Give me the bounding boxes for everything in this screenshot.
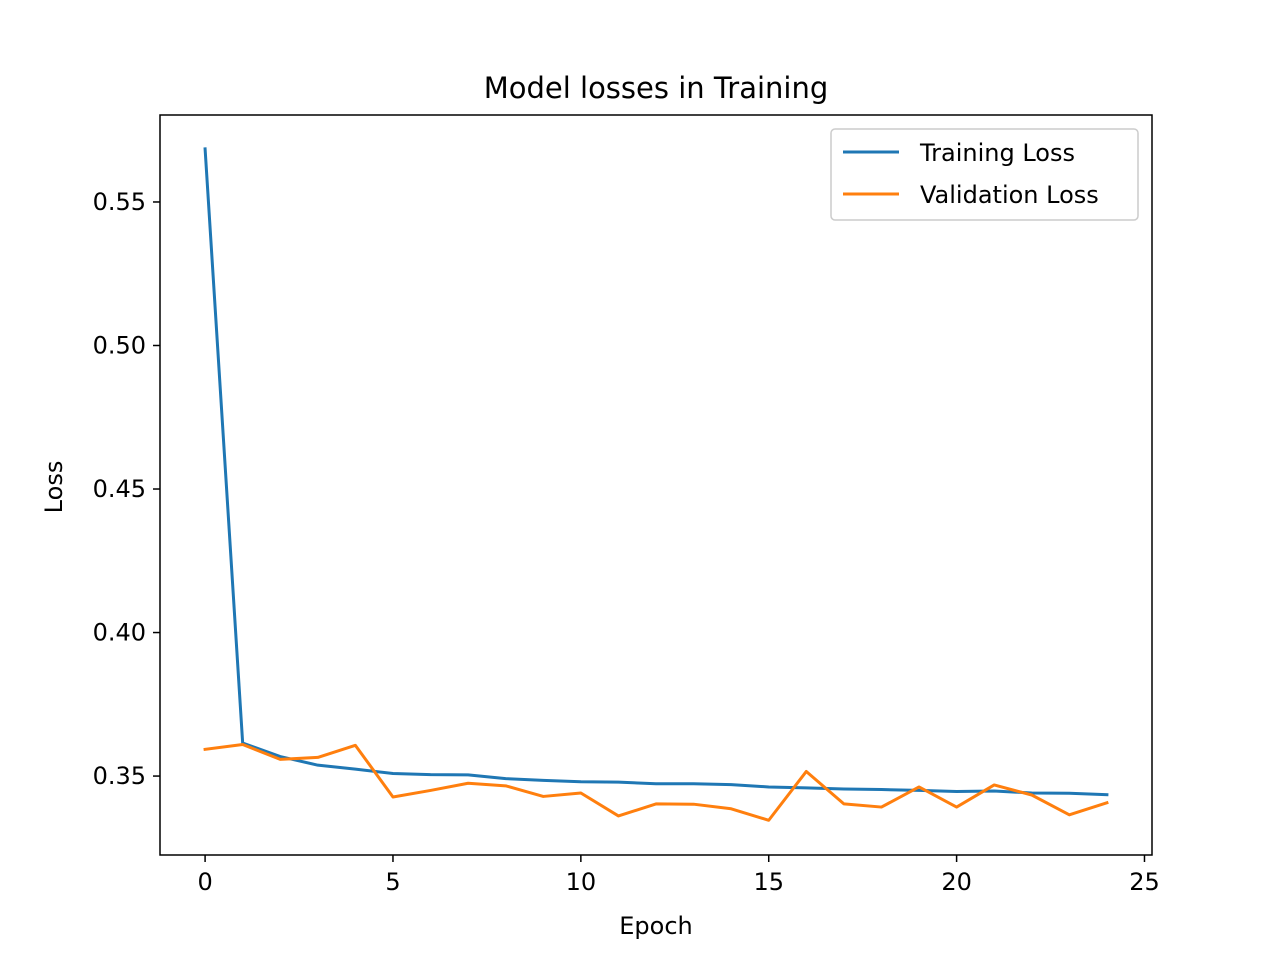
chart-title: Model losses in Training — [484, 71, 829, 105]
x-tick-label: 10 — [566, 868, 597, 896]
legend-label-training-loss: Training Loss — [919, 139, 1075, 167]
x-axis-label: Epoch — [619, 912, 693, 940]
y-axis-label: Loss — [40, 461, 68, 514]
x-tick-label: 20 — [941, 868, 972, 896]
y-tick-label: 0.50 — [93, 331, 146, 359]
x-tick-label: 15 — [753, 868, 784, 896]
legend: Training Loss Validation Loss — [831, 129, 1138, 220]
y-tick-label: 0.40 — [93, 619, 146, 647]
y-tick-label: 0.55 — [93, 188, 146, 216]
x-tick-label: 0 — [197, 868, 212, 896]
x-tick-label: 5 — [385, 868, 400, 896]
x-tick-label: 25 — [1129, 868, 1160, 896]
y-tick-label: 0.35 — [93, 762, 146, 790]
legend-label-validation-loss: Validation Loss — [920, 181, 1099, 209]
y-tick-label: 0.45 — [93, 475, 146, 503]
